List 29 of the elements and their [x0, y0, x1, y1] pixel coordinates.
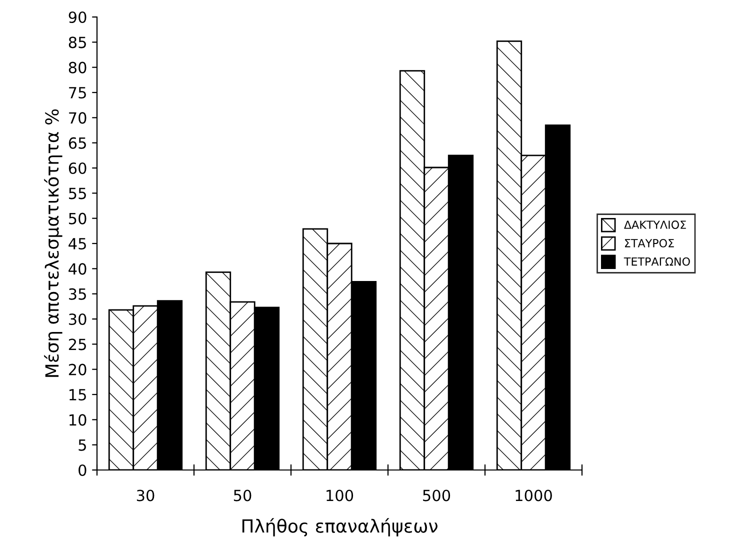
y-tick-label: 90 [68, 11, 86, 24]
y-tick-label: 20 [68, 364, 86, 376]
y-tick-label: 50 [69, 212, 86, 224]
y-tick-label: 80 [68, 62, 86, 74]
y-tick-label: 60 [68, 162, 86, 174]
x-tick-label: 100 [326, 490, 354, 502]
legend-label: ΣΤΑΥΡΟΣ [625, 238, 674, 248]
y-tick-label: 45 [68, 238, 86, 250]
x-tick-label: 30 [136, 490, 154, 502]
y-tick-label: 5 [78, 440, 86, 451]
y-tick-label: 85 [68, 36, 86, 48]
y-axis-title: Μέση αποτελεσματικότητα % [44, 109, 62, 377]
x-tick-label: 500 [423, 490, 450, 502]
y-tick-label: 55 [69, 188, 86, 200]
x-tick-label: 50 [234, 490, 252, 502]
x-tick-label: 1000 [516, 490, 552, 502]
y-tick-label: 10 [70, 414, 86, 426]
legend-label: ΔΑΚΤΥΛΙΟΣ [624, 220, 686, 229]
y-tick-label: 65 [68, 137, 86, 149]
y-tick-label: 25 [68, 338, 86, 350]
x-axis-title: Πλήθος επαναλήψεων [242, 518, 438, 536]
y-tick-label: 15 [70, 389, 86, 401]
y-tick-label: 70 [69, 112, 86, 124]
y-tick-label: 0 [78, 464, 86, 476]
legend-label: ΤΕΤΡΑΓΩΝΟ [624, 257, 690, 266]
y-tick-label: 40 [68, 263, 86, 275]
y-tick-label: 35 [69, 288, 86, 300]
y-tick-label: 30 [69, 313, 86, 326]
y-tick-label: 75 [69, 87, 86, 99]
